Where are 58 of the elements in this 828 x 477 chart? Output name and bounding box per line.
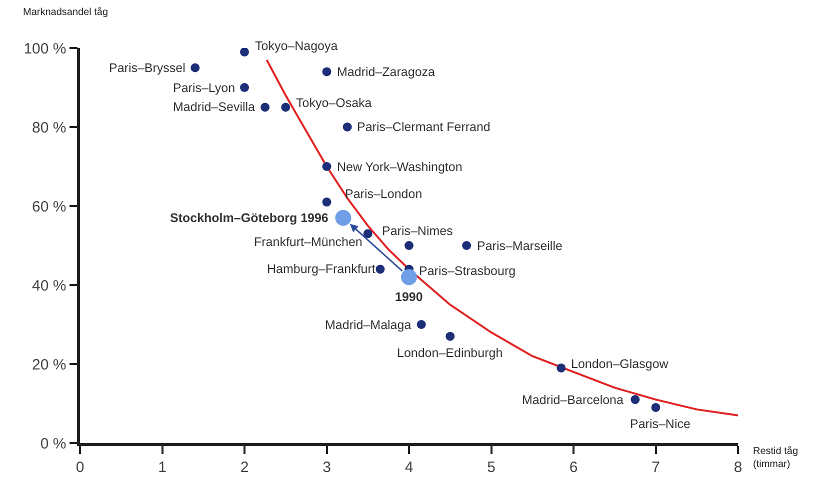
annotation: 1990	[395, 290, 423, 304]
point	[376, 264, 385, 274]
x-tick-label: 2	[240, 458, 249, 476]
annotation: Paris–Nimes	[382, 224, 453, 238]
y-tick-label: 0 %	[40, 435, 66, 452]
annotation: Madrid–Barcelona	[522, 393, 624, 407]
annotation: Paris–Nice	[630, 417, 690, 431]
point	[401, 269, 417, 286]
annotation: Madrid–Zaragoza	[337, 65, 436, 79]
x-tick-label: 1	[158, 458, 166, 476]
point	[446, 332, 455, 341]
point	[240, 48, 249, 56]
y-tick-label: 100 %	[24, 40, 66, 58]
y-tick-label: 60 %	[32, 198, 66, 216]
annotation: London–Glasgow	[571, 357, 670, 371]
point	[322, 67, 332, 76]
y-tick-label: 80 %	[32, 119, 66, 136]
point	[322, 162, 332, 171]
annotation: Tokyo–Nagoya	[255, 39, 338, 53]
x-tick-label: 3	[322, 458, 331, 476]
annotation: Paris–Lyon	[173, 81, 236, 95]
annotation: Stockholm–Göteborg 1996	[170, 211, 328, 225]
y-tick-label: 40 %	[32, 277, 66, 294]
annotation: Frankfurt–München	[254, 235, 362, 249]
x-axis-title: Restid tåg (timmar)	[753, 445, 798, 470]
point	[190, 63, 200, 72]
annotation: Paris–London	[345, 187, 422, 201]
annotation: Paris–Clermant Ferrand	[357, 120, 490, 134]
annotation: Madrid–Sevilla	[173, 100, 256, 114]
point	[281, 102, 290, 112]
annotation: New York–Washington	[337, 160, 462, 174]
annotation: Paris–Strasbourg	[419, 264, 516, 278]
point	[322, 198, 332, 207]
x-tick-label: 8	[734, 458, 742, 476]
point	[335, 210, 352, 226]
x-tick-label: 4	[404, 458, 414, 476]
y-tick-label: 20 %	[32, 356, 66, 374]
annotation: Hamburg–Frankfurt	[267, 262, 376, 276]
point	[416, 320, 426, 329]
point	[556, 363, 566, 372]
y-axis-title: Marknadsandel tåg	[23, 6, 108, 18]
x-tick-label: 6	[569, 458, 578, 476]
x-tick-label: 7	[652, 458, 660, 476]
point	[342, 122, 352, 132]
x-tick-label: 5	[487, 458, 496, 476]
annotation: Madrid–Malaga	[325, 318, 412, 332]
annotation: Paris–Bryssel	[109, 61, 186, 75]
x-tick-label: 0	[76, 458, 84, 476]
point	[462, 241, 472, 250]
point	[240, 83, 249, 92]
point	[651, 402, 660, 412]
point	[260, 102, 270, 112]
annotation: Tokyo–Osaka	[296, 96, 372, 110]
point	[630, 395, 640, 404]
annotation: London–Edinburgh	[397, 346, 503, 360]
annotation: Paris–Marseille	[477, 239, 562, 253]
point	[363, 229, 372, 238]
point	[404, 241, 414, 250]
